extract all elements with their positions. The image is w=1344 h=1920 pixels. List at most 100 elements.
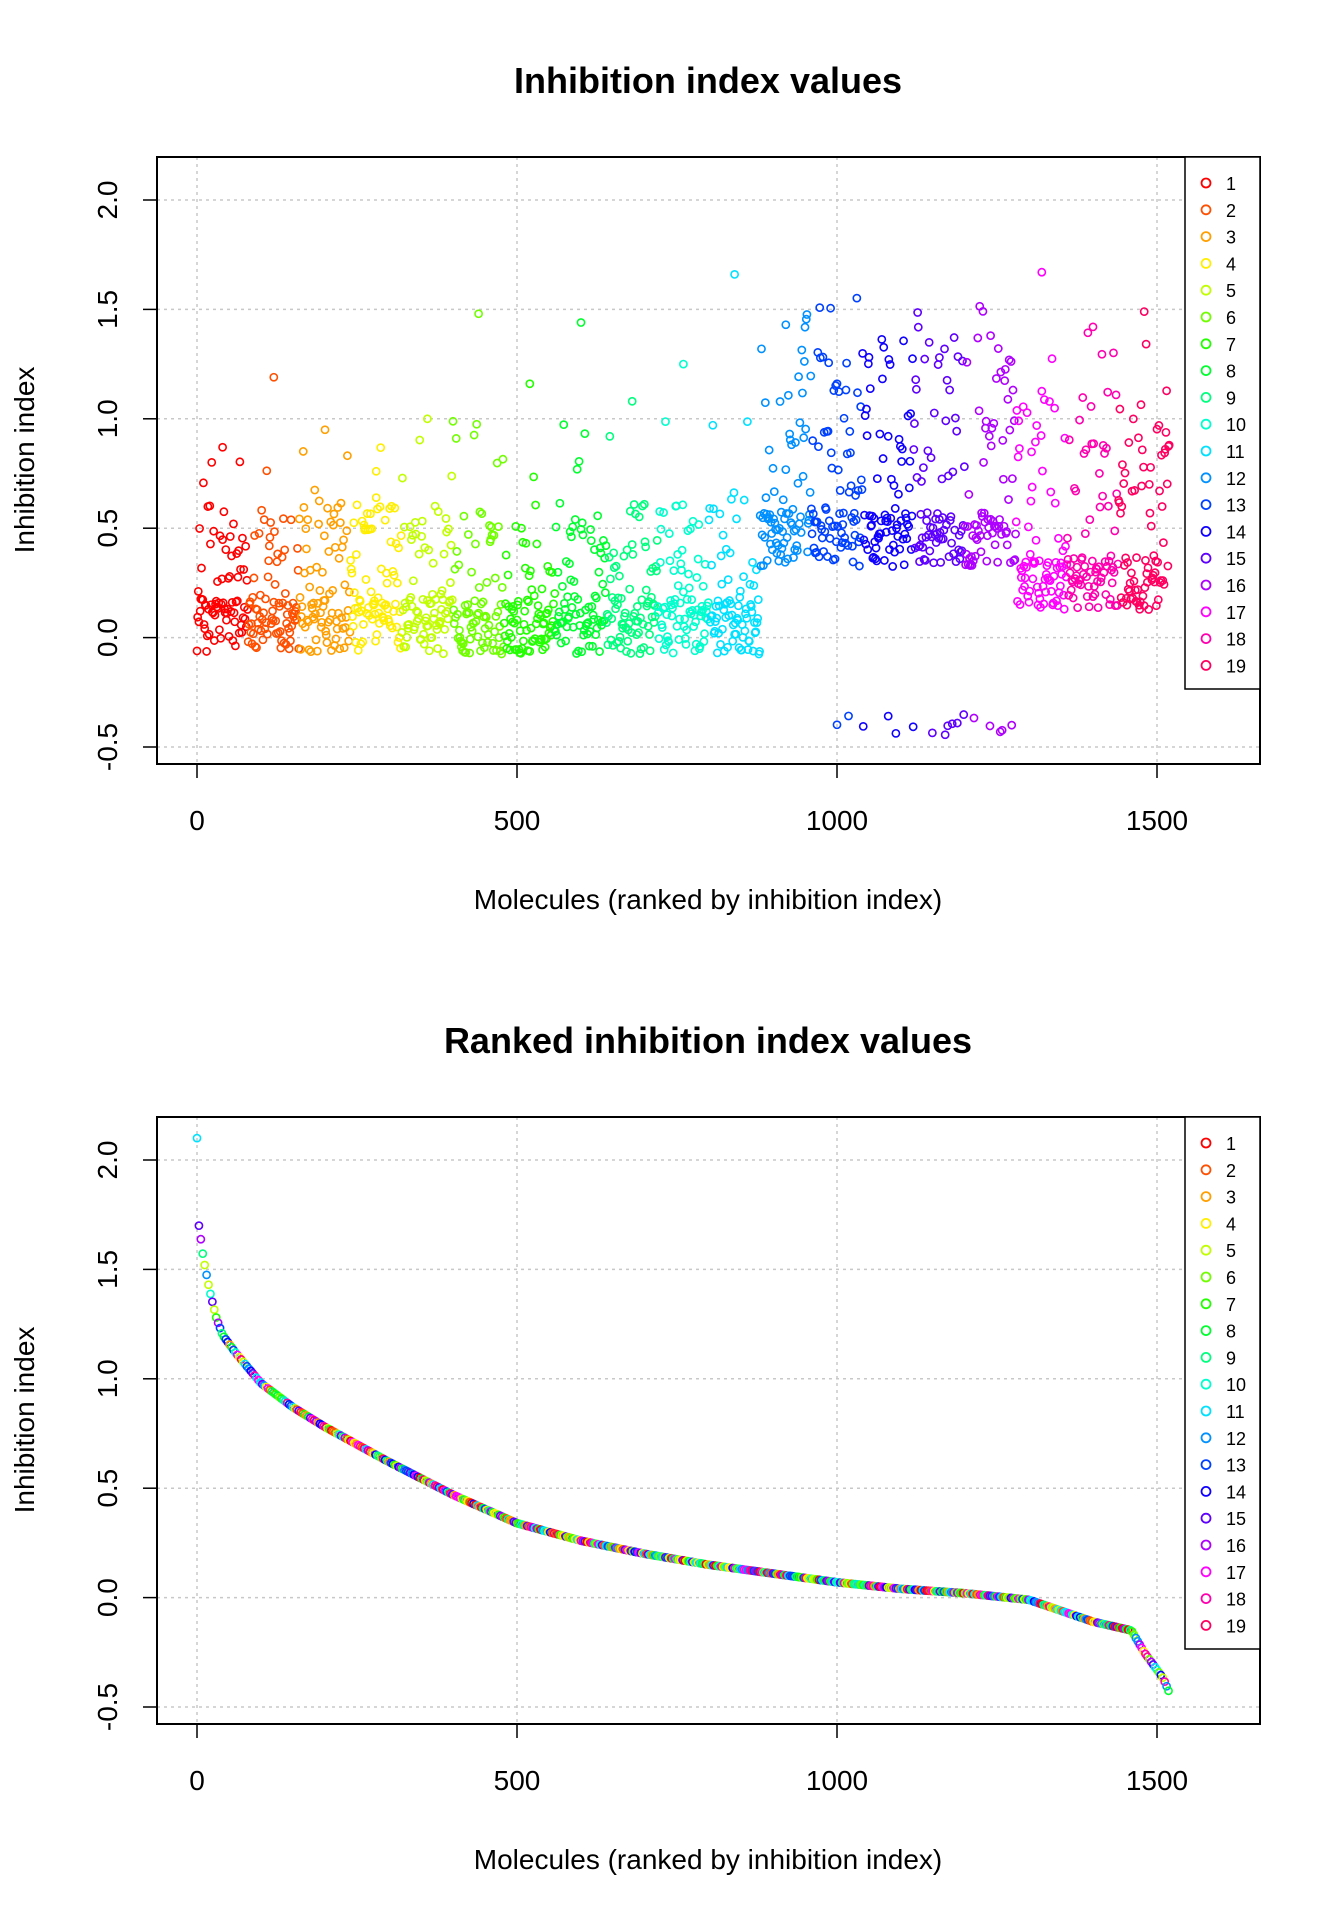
data-point — [262, 466, 272, 476]
data-point — [438, 649, 448, 659]
data-point — [312, 646, 322, 656]
data-point — [919, 463, 928, 472]
data-point — [620, 612, 629, 621]
data-point — [1020, 582, 1029, 591]
data-point — [609, 563, 619, 573]
data-point — [192, 1133, 202, 1143]
data-point — [952, 426, 962, 436]
data-point — [401, 642, 411, 652]
data-point — [508, 601, 518, 611]
data-point — [1084, 602, 1094, 612]
data-point — [496, 600, 506, 609]
data-point — [1106, 551, 1116, 561]
data-point — [524, 571, 534, 581]
data-point — [799, 433, 809, 443]
data-point — [895, 544, 905, 554]
data-point — [556, 638, 566, 648]
data-point — [1103, 501, 1113, 511]
data-point — [291, 603, 301, 612]
data-point — [1060, 433, 1070, 443]
data-point — [475, 507, 485, 517]
data-point — [532, 539, 542, 549]
data-point — [433, 644, 443, 653]
data-point — [1075, 415, 1084, 425]
data-point — [394, 543, 403, 553]
data-point — [675, 598, 685, 608]
data-point — [362, 509, 372, 518]
data-point — [997, 725, 1007, 735]
data-point — [234, 546, 243, 556]
legend-label: 9 — [1226, 388, 1236, 408]
data-point — [1071, 486, 1081, 496]
data-point — [752, 618, 762, 628]
data-point — [657, 623, 667, 632]
data-point — [570, 515, 580, 524]
data-point — [622, 545, 632, 555]
data-point — [458, 639, 468, 649]
data-point — [268, 606, 277, 616]
data-point — [969, 713, 979, 723]
data-point — [879, 342, 889, 352]
data-point — [547, 567, 557, 577]
data-point — [355, 596, 365, 606]
data-point — [953, 352, 963, 362]
data-point — [832, 720, 842, 730]
data-point — [680, 634, 690, 643]
data-point — [962, 357, 972, 367]
data-point — [242, 575, 252, 585]
data-point — [506, 633, 516, 642]
data-point — [509, 606, 519, 616]
data-point — [1028, 574, 1038, 584]
data-point — [801, 424, 811, 434]
data-point — [478, 597, 488, 607]
data-point — [1136, 400, 1146, 410]
y-tick-label: 1.5 — [92, 290, 123, 329]
data-point — [584, 641, 594, 651]
data-point — [490, 573, 500, 583]
data-point — [1115, 404, 1125, 414]
legend-swatch — [1200, 1432, 1212, 1444]
data-point — [301, 524, 311, 534]
data-point — [912, 473, 922, 482]
legend-swatch — [1200, 231, 1212, 243]
data-point — [940, 344, 949, 354]
grid-lines — [157, 157, 1260, 764]
data-point — [958, 356, 967, 366]
data-point — [1050, 498, 1060, 508]
data-point — [723, 642, 732, 652]
data-point — [376, 564, 386, 574]
y-tick-label: 0.0 — [92, 1578, 123, 1617]
data-point — [945, 385, 955, 395]
legend-label: 16 — [1226, 1536, 1246, 1556]
data-point — [981, 416, 991, 426]
data-point — [899, 560, 909, 570]
x-tick-label: 1000 — [806, 1765, 868, 1796]
data-point — [833, 522, 843, 531]
legend-swatch — [1200, 526, 1212, 537]
data-point — [778, 527, 787, 536]
data-point — [967, 560, 977, 570]
data-point — [1162, 479, 1172, 489]
data-point — [677, 565, 686, 575]
data-point — [1134, 433, 1143, 443]
data-point — [699, 637, 709, 646]
data-point — [280, 589, 290, 598]
data-point — [422, 414, 432, 424]
data-point — [1097, 349, 1107, 359]
data-point — [652, 535, 662, 545]
data-point — [1012, 406, 1022, 415]
data-point — [707, 560, 716, 570]
data-point — [889, 481, 899, 490]
data-point — [826, 448, 836, 458]
data-point — [1105, 594, 1115, 604]
data-point — [673, 549, 683, 559]
data-point — [1110, 526, 1120, 536]
data-point — [739, 495, 749, 505]
data-point — [441, 514, 451, 523]
data-point — [805, 510, 814, 519]
data-point — [888, 562, 898, 571]
data-point — [204, 629, 214, 639]
data-point — [449, 619, 459, 628]
data-point — [841, 385, 851, 395]
data-point — [814, 552, 824, 562]
